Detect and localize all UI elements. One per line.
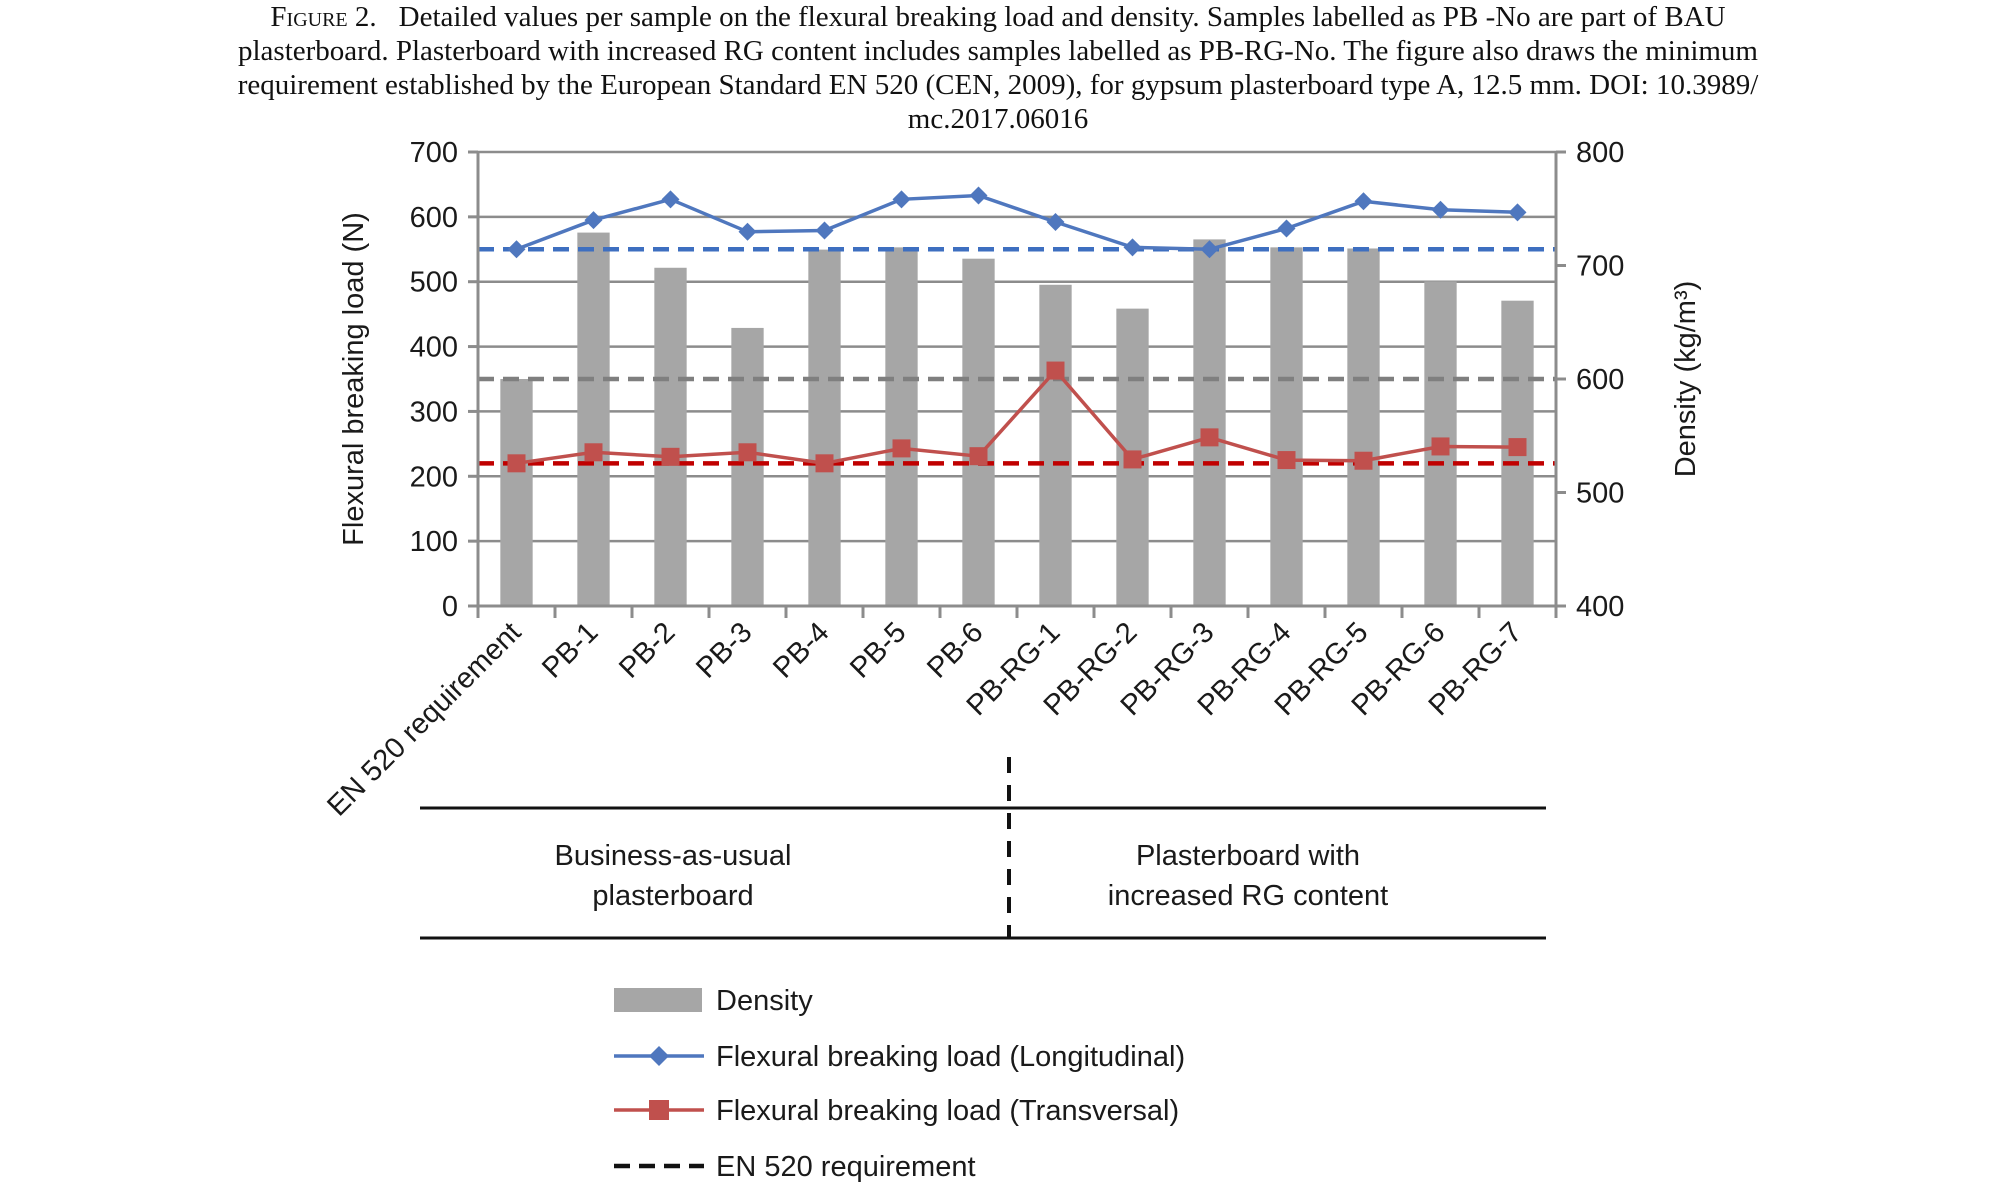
density-bar	[654, 267, 687, 606]
load-series	[507, 186, 1527, 473]
density-bar	[808, 249, 841, 607]
transversal-point	[969, 447, 988, 466]
x-tick-label: PB-3	[690, 616, 758, 684]
density-bar	[1270, 247, 1303, 606]
transversal-point	[584, 443, 603, 462]
sample-groups: Business-as-usual plasterboard Plasterboar…	[420, 757, 1546, 940]
longitudinal-point	[969, 186, 988, 205]
group-label: Plasterboard with	[1136, 840, 1360, 872]
y-axis-title: Flexural breaking load (N)	[338, 212, 370, 546]
transversal-point	[661, 447, 680, 466]
transversal-point	[1123, 450, 1142, 469]
caption-line-2: plasterboard. Plasterboard with increase…	[238, 35, 1758, 67]
caption-text-1: Detailed values per sample on the flexur…	[398, 1, 1726, 33]
longitudinal-point	[1431, 200, 1450, 219]
density-bar	[500, 379, 533, 606]
density-bar	[1193, 239, 1226, 606]
x-tick-label: EN 520 requirement	[321, 616, 527, 822]
y-tick-label: 500	[410, 267, 458, 299]
caption-line-1: Figure 2. Detailed values per sample on t…	[0, 0, 1996, 34]
longitudinal-point	[1508, 203, 1527, 222]
figure-caption: Figure 2. Detailed values per sample on t…	[0, 0, 1996, 136]
legend-label: EN 520 requirement	[716, 1151, 976, 1183]
transversal-point	[815, 454, 834, 473]
group-label: increased RG content	[1108, 880, 1388, 912]
y2-tick-label: 700	[1576, 251, 1624, 283]
reference-lines	[478, 247, 1556, 466]
y-tick-label: 0	[442, 591, 458, 623]
caption-line-4: mc.2017.06016	[907, 103, 1089, 135]
longitudinal-point	[815, 221, 834, 240]
y2-tick-label: 500	[1576, 478, 1624, 510]
transversal-point	[1200, 428, 1219, 447]
y2-tick-label: 600	[1576, 364, 1624, 396]
transversal-point	[1277, 451, 1296, 470]
density-bar	[731, 327, 764, 606]
transversal-point	[1046, 361, 1065, 380]
y2-tick-label: 800	[1576, 137, 1624, 169]
x-tick-label: PB-4	[767, 616, 835, 684]
y-tick-label: 600	[410, 202, 458, 234]
y-tick-label: 700	[410, 137, 458, 169]
transversal-point	[1354, 451, 1373, 470]
legend-square-marker	[649, 1100, 669, 1120]
y-tick-label: 100	[410, 526, 458, 558]
longitudinal-point	[1046, 213, 1065, 232]
y-tick-label: 300	[410, 396, 458, 428]
longitudinal-point	[661, 190, 680, 209]
longitudinal-point	[738, 222, 757, 241]
legend-diamond-marker	[649, 1046, 669, 1066]
group-label: plasterboard	[592, 880, 753, 912]
group-label: Business-as-usual	[555, 840, 792, 872]
transversal-point	[1431, 437, 1450, 456]
y-tick-label: 200	[410, 461, 458, 493]
longitudinal-point	[507, 240, 526, 259]
density-bar	[577, 232, 610, 606]
longitudinal-point	[1123, 238, 1142, 257]
figure-label: Figure 2.	[270, 1, 377, 33]
transversal-point	[507, 454, 526, 473]
density-bar	[1347, 248, 1380, 606]
y2-axis-title: Density (kg/m³)	[1670, 281, 1702, 478]
transversal-point	[892, 439, 911, 458]
transversal-line	[516, 367, 1518, 466]
caption-line-3: requirement established by the European …	[237, 69, 1759, 101]
legend-label: Flexural breaking load (Transversal)	[716, 1095, 1179, 1127]
legend-density-swatch	[614, 988, 702, 1012]
density-bar	[962, 258, 995, 606]
legend-label: Flexural breaking load (Longitudinal)	[716, 1041, 1185, 1073]
longitudinal-point	[1354, 192, 1373, 211]
x-tick-label: PB-6	[921, 616, 989, 684]
density-bar	[1039, 284, 1072, 606]
longitudinal-line	[515, 193, 1518, 252]
legend: Density Flexural breaking load (Longitudi…	[614, 985, 1185, 1183]
legend-label: Density	[716, 985, 813, 1017]
transversal-point	[738, 443, 757, 462]
longitudinal-point	[1200, 240, 1219, 259]
longitudinal-point	[1277, 219, 1296, 238]
longitudinal-point	[584, 211, 603, 230]
y2-tick-label: 400	[1576, 591, 1624, 623]
density-bar	[885, 247, 918, 606]
transversal-point	[1508, 438, 1527, 457]
longitudinal-point	[892, 190, 911, 209]
x-tick-label: PB-2	[613, 616, 681, 684]
density-bars	[500, 232, 1534, 607]
y-tick-label: 400	[410, 332, 458, 364]
x-tick-label: PB-1	[536, 616, 604, 684]
x-tick-label: PB-5	[844, 616, 912, 684]
